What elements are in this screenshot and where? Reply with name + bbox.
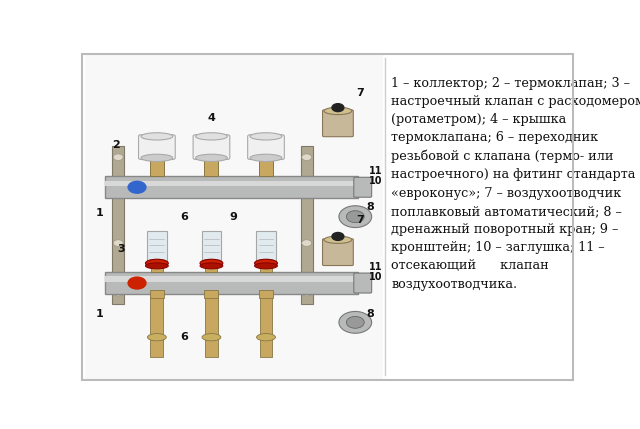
- Ellipse shape: [255, 263, 277, 269]
- Circle shape: [301, 187, 312, 193]
- FancyBboxPatch shape: [205, 294, 218, 357]
- Circle shape: [332, 233, 344, 240]
- Text: 7: 7: [356, 88, 364, 98]
- FancyBboxPatch shape: [105, 276, 358, 282]
- FancyBboxPatch shape: [150, 290, 164, 298]
- FancyBboxPatch shape: [105, 176, 358, 199]
- FancyBboxPatch shape: [259, 160, 273, 176]
- Text: 11: 11: [369, 262, 382, 272]
- Text: 6: 6: [180, 332, 188, 342]
- Ellipse shape: [324, 107, 352, 115]
- Circle shape: [301, 240, 312, 246]
- Text: 11: 11: [369, 166, 382, 176]
- FancyBboxPatch shape: [150, 160, 164, 176]
- Text: 8: 8: [366, 309, 374, 319]
- FancyBboxPatch shape: [354, 273, 372, 293]
- Text: 8: 8: [366, 202, 374, 212]
- FancyBboxPatch shape: [105, 272, 358, 294]
- Circle shape: [301, 289, 312, 296]
- FancyBboxPatch shape: [85, 55, 383, 378]
- Circle shape: [346, 317, 364, 328]
- Text: 3: 3: [117, 245, 125, 254]
- FancyBboxPatch shape: [205, 160, 218, 176]
- FancyBboxPatch shape: [323, 110, 353, 137]
- FancyBboxPatch shape: [301, 145, 312, 304]
- FancyBboxPatch shape: [205, 290, 218, 298]
- Circle shape: [339, 311, 372, 333]
- Circle shape: [332, 104, 344, 112]
- Circle shape: [128, 277, 146, 289]
- FancyBboxPatch shape: [193, 135, 230, 160]
- Text: 4: 4: [207, 113, 216, 123]
- Ellipse shape: [196, 133, 227, 140]
- Circle shape: [113, 154, 123, 160]
- Text: 2: 2: [112, 139, 120, 150]
- FancyBboxPatch shape: [260, 263, 272, 272]
- Circle shape: [339, 206, 372, 227]
- FancyBboxPatch shape: [248, 135, 284, 160]
- Text: 9: 9: [230, 211, 237, 222]
- Text: 1 – коллектор; 2 – термоклапан; 3 –
настроечный клапан с расходомером
(ротаметро: 1 – коллектор; 2 – термоклапан; 3 – наст…: [392, 77, 640, 290]
- Text: 6: 6: [180, 211, 188, 222]
- Ellipse shape: [145, 263, 168, 269]
- Text: 10: 10: [369, 176, 382, 187]
- Text: 1: 1: [96, 309, 104, 319]
- Ellipse shape: [196, 154, 227, 161]
- Ellipse shape: [200, 263, 223, 269]
- FancyBboxPatch shape: [205, 263, 218, 272]
- FancyBboxPatch shape: [323, 239, 353, 266]
- Ellipse shape: [200, 259, 223, 267]
- Circle shape: [301, 154, 312, 160]
- FancyBboxPatch shape: [354, 177, 372, 197]
- FancyBboxPatch shape: [260, 294, 273, 357]
- Text: 1: 1: [96, 208, 104, 218]
- FancyBboxPatch shape: [256, 230, 276, 262]
- Circle shape: [346, 211, 364, 223]
- Ellipse shape: [147, 334, 166, 341]
- FancyBboxPatch shape: [150, 294, 163, 357]
- FancyBboxPatch shape: [138, 135, 175, 160]
- Text: 7: 7: [356, 215, 364, 225]
- Circle shape: [113, 240, 123, 246]
- Circle shape: [113, 289, 123, 296]
- Ellipse shape: [145, 259, 168, 267]
- Ellipse shape: [257, 334, 275, 341]
- FancyBboxPatch shape: [259, 290, 273, 298]
- FancyBboxPatch shape: [151, 263, 163, 272]
- Ellipse shape: [250, 154, 282, 161]
- Circle shape: [128, 181, 146, 193]
- Circle shape: [113, 187, 123, 193]
- Ellipse shape: [324, 236, 352, 243]
- Ellipse shape: [141, 133, 173, 140]
- Ellipse shape: [202, 334, 221, 341]
- FancyBboxPatch shape: [147, 230, 167, 262]
- FancyBboxPatch shape: [202, 230, 221, 262]
- FancyBboxPatch shape: [112, 145, 124, 304]
- Text: 10: 10: [369, 272, 382, 282]
- Ellipse shape: [255, 259, 277, 267]
- Ellipse shape: [250, 133, 282, 140]
- Ellipse shape: [141, 154, 173, 161]
- FancyBboxPatch shape: [105, 181, 358, 186]
